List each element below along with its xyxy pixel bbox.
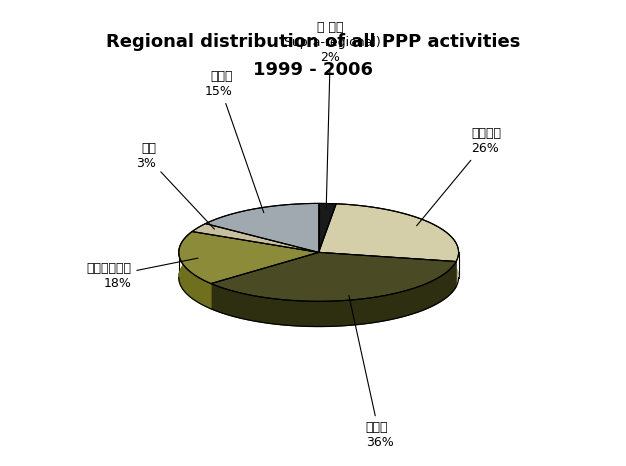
Polygon shape (211, 253, 456, 302)
Polygon shape (319, 204, 459, 261)
Polygon shape (211, 261, 456, 327)
Polygon shape (336, 204, 459, 287)
Text: Regional distribution of all PPP activities: Regional distribution of all PPP activit… (106, 33, 520, 51)
Polygon shape (319, 203, 336, 253)
Text: 초 지역
(Supra-regional)
2%: 초 지역 (Supra-regional) 2% (280, 21, 381, 208)
Text: 아프리카
26%: 아프리카 26% (417, 127, 501, 226)
Text: 아시아
36%: 아시아 36% (349, 295, 393, 449)
Polygon shape (205, 203, 319, 253)
Text: 1999 - 2006: 1999 - 2006 (253, 61, 373, 79)
Polygon shape (192, 224, 319, 253)
Text: 동유럽
15%: 동유럽 15% (205, 70, 264, 212)
Text: 중동
3%: 중동 3% (136, 142, 215, 229)
Polygon shape (179, 232, 319, 284)
Text: 라틴아메리카
18%: 라틴아메리카 18% (86, 258, 198, 290)
Polygon shape (179, 232, 211, 309)
